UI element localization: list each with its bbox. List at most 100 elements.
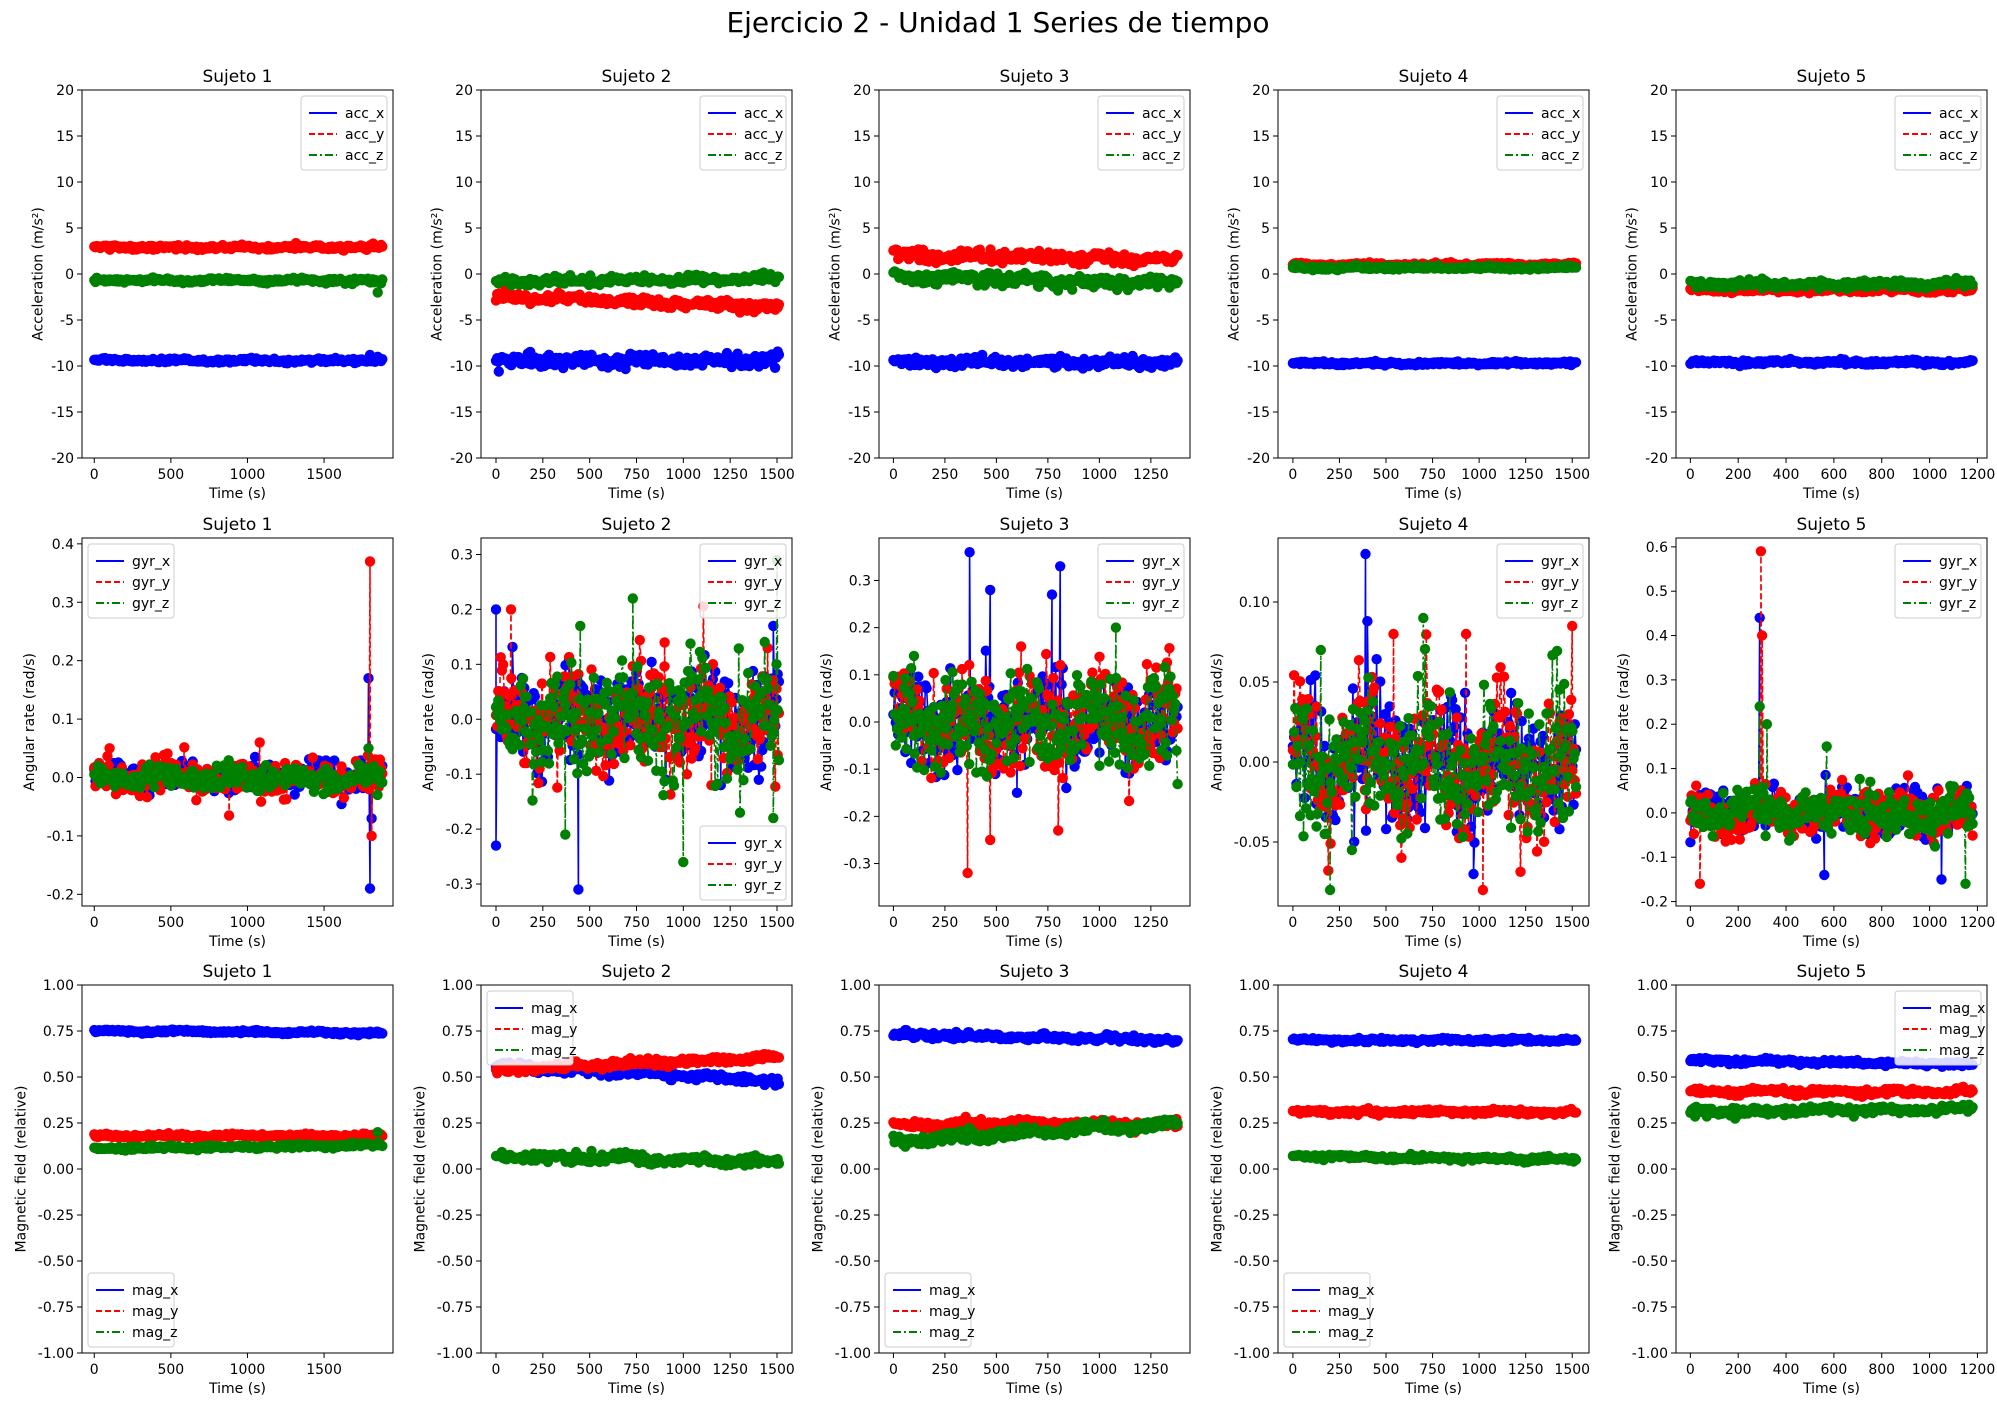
legend-box [1496,95,1584,171]
y-tick-label: 20 [1650,83,1668,99]
y-axis-label: Acceleration (m/s²) [430,207,446,341]
data-point-gyr_x [490,840,502,851]
x-tick-label: 1000 [1461,467,1497,483]
x-tick-label: 1000 [666,467,702,483]
legend-label-gyr_y: gyr_y [132,575,170,591]
x-tick-label: 750 [1035,467,1062,483]
data-point-gyr_y [281,794,292,805]
legend-label-acc_z: acc_z [1142,148,1180,164]
legend-box [1894,95,1982,171]
data-point-acc_z [1067,284,1078,295]
y-tick-label: -20 [1247,451,1270,467]
y-tick-label: 0.0 [52,770,74,786]
x-tick-label: 600 [1821,467,1848,483]
data-point-gyr_y [254,737,265,748]
legend-label-gyr_x: gyr_x [132,554,170,570]
data-point-gyr_x [573,884,584,895]
data-point-gyr_z [372,789,383,801]
data-point-gyr_z [374,766,386,777]
data-point-gyr_y [598,771,609,782]
y-tick-label: 15 [1650,129,1668,145]
y-tick-label: 20 [853,83,871,99]
x-tick-label: 250 [529,467,556,483]
y-tick-label: 20 [455,83,473,99]
data-point-gyr_x [364,883,376,894]
y-tick-label: -20 [1645,451,1668,467]
data-point-gyr_y [141,792,153,803]
y-tick-label: -15 [450,405,473,421]
data-point-gyr_y [573,669,584,680]
legend-label-acc_z: acc_z [1939,148,1977,164]
y-tick-label: 15 [455,129,473,145]
x-tick-label: 1000 [230,915,266,931]
legend-label-acc_x: acc_x [1939,106,1978,122]
data-point-gyr_y [223,810,235,821]
subplot-title: Sujeto 1 [202,515,272,535]
x-axis-label: Time (s) [1005,486,1063,502]
y-tick-label: 5 [65,221,74,237]
legend: acc_x acc_y acc_z [1097,95,1185,171]
data-point-gyr_z [377,777,388,788]
subplot-2-2: 0 250 500 750 1000 1250 1500-0.3-0.2-0.10.00.1… [421,515,795,950]
data-point-gyr_y [104,743,115,754]
legend-box [300,95,388,171]
data-point-gyr_x [646,656,657,668]
series-group [89,556,388,894]
y-tick-label: -20 [450,451,473,467]
y-tick-label: -0.2 [47,887,74,903]
y-tick-label: 10 [455,175,473,191]
y-tick-label: 15 [56,129,74,145]
y-tick-label: 5 [1261,221,1270,237]
x-tick-label: 1000 [1082,467,1118,483]
x-tick-label: 500 [157,467,184,483]
data-point-gyr_y [533,777,544,789]
y-tick-label: -10 [51,359,74,375]
y-tick-label: -15 [1247,405,1270,421]
x-tick-label: 0 [90,467,99,483]
y-tick-label: -20 [51,451,74,467]
x-tick-label: 0 [889,467,898,483]
subplot-title: Sujeto 1 [202,67,272,87]
y-tick-label: 5 [862,221,871,237]
x-axis-label: Time (s) [208,486,266,502]
y-tick-label: -5 [60,313,74,329]
series-group [1685,272,1978,372]
y-tick-label: -10 [1645,359,1668,375]
data-point-acc_y [1172,250,1183,261]
x-tick-label: 750 [1419,467,1446,483]
legend-label-acc_y: acc_y [345,127,384,143]
data-point-gyr_z [144,759,155,770]
series-markers-acc_z [1685,272,1978,295]
series-markers-acc_x [89,349,388,369]
y-axis-label: Acceleration (m/s²) [1227,207,1243,341]
data-point-acc_y [773,299,785,310]
y-tick-label: -10 [848,359,871,375]
x-tick-label: 1250 [1133,467,1169,483]
legend-label-acc_x: acc_x [1541,106,1580,122]
data-point-acc_x [1172,355,1183,366]
x-tick-label: 250 [1326,467,1353,483]
legend-label-acc_x: acc_x [1142,106,1181,122]
series-group [1287,257,1582,371]
series-markers-acc_y [490,284,785,318]
y-tick-label: 0.4 [52,537,74,553]
legend-label-acc_y: acc_y [1142,127,1181,143]
legend-label-acc_z: acc_z [1541,148,1579,164]
y-tick-label: 0 [862,267,871,283]
x-tick-label: 1250 [712,467,748,483]
y-tick-label: 0 [1261,267,1270,283]
legend-label-acc_z: acc_z [744,148,782,164]
x-tick-label: 0 [1288,467,1297,483]
legend-box [1097,95,1185,171]
series-markers-acc_y [89,237,388,256]
x-tick-label: 400 [1773,467,1800,483]
data-point-gyr_z [363,743,374,754]
series-markers-acc_z [888,266,1183,296]
data-point-gyr_x [363,673,374,684]
data-point-acc_x [1967,355,1978,366]
